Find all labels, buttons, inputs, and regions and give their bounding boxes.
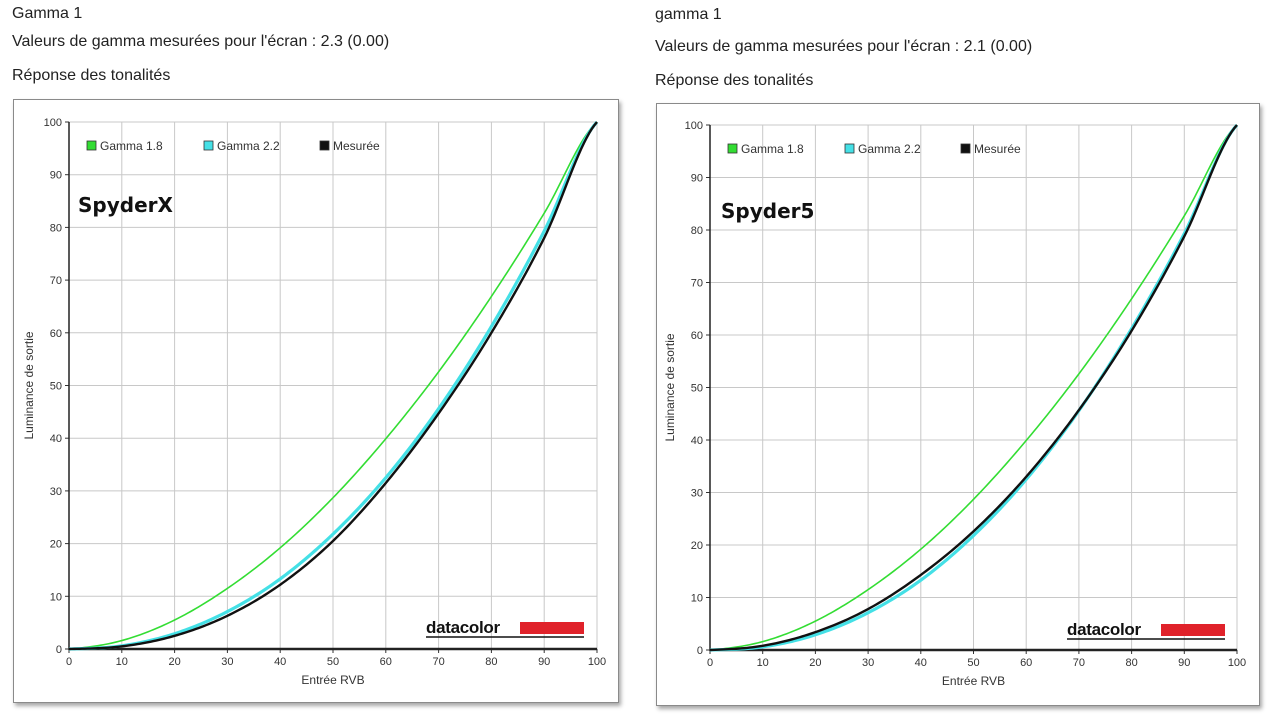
legend-swatch [203,140,214,151]
datacolor-logo-text: datacolor [1067,620,1142,639]
y-tick-label: 80 [50,222,62,234]
x-tick-label: 20 [809,657,821,669]
x-tick-label: 10 [757,657,769,669]
datacolor-logo: datacolor [426,618,584,638]
x-tick-label: 40 [915,657,927,669]
legend-item: Mesurée [319,139,380,153]
panel-title: Gamma 1 [12,5,83,22]
panel-spyderx: Gamma 1 Valeurs de gamma mesurées pour l… [12,5,619,703]
y-tick-label: 60 [50,328,62,340]
legend-item: Gamma 1.8 [86,139,163,153]
measured-gamma-text: Valeurs de gamma mesurées pour l'écran :… [655,38,1033,55]
device-label: Spyder5 [721,199,814,223]
y-tick-label: 10 [50,591,62,603]
y-tick-label: 40 [691,435,703,447]
x-tick-label: 100 [588,656,606,668]
panel-spyder5: gamma 1 Valeurs de gamma mesurées pour l… [640,0,1280,720]
y-tick-label: 0 [697,645,703,657]
legend-item: Gamma 2.2 [203,139,280,153]
x-tick-label: 30 [221,656,233,668]
y-tick-label: 90 [50,170,62,182]
y-tick-label: 100 [685,120,703,132]
x-tick-label: 50 [967,657,979,669]
y-tick-label: 100 [44,117,62,129]
tone-response-chart: 0 10 20 30 40 50 60 70 80 90 100 0 10 20 30 40 50 60 70 80 9… [22,117,606,687]
y-tick-label: 70 [691,278,703,290]
y-tick-label: 20 [50,539,62,551]
y-tick-label: 90 [691,173,703,185]
x-tick-label: 10 [116,656,128,668]
y-tick-label: 50 [691,383,703,395]
y-tick-label: 0 [56,644,62,656]
measured-gamma-text: Valeurs de gamma mesurées pour l'écran :… [12,33,390,50]
datacolor-logo-bar [1161,624,1225,636]
y-tick-label: 70 [50,275,62,287]
x-tick-label: 90 [538,656,550,668]
legend-label: Gamma 2.2 [858,142,921,156]
legend-swatch [319,140,330,151]
x-tick-label: 40 [274,656,286,668]
tone-response-label: Réponse des tonalités [12,67,171,84]
y-tick-label: 30 [50,486,62,498]
y-axis-label: Luminance de sortie [22,331,36,439]
legend-label: Gamma 1.8 [100,139,163,153]
x-tick-label: 60 [380,656,392,668]
legend-item: Gamma 2.2 [844,142,921,156]
x-tick-label: 50 [327,656,339,668]
legend-swatch [86,140,97,151]
x-tick-label: 0 [707,657,713,669]
y-tick-label: 30 [691,488,703,500]
x-axis-label: Entrée RVB [301,673,364,687]
datacolor-logo-text: datacolor [426,618,501,637]
legend-item: Mesurée [960,142,1021,156]
datacolor-logo: datacolor [1067,620,1225,640]
series-line-mesur-e [68,121,598,651]
panel-title: gamma 1 [655,6,722,23]
legend-label: Mesurée [974,142,1021,156]
x-tick-label: 30 [862,657,874,669]
y-axis-label: Luminance de sortie [663,333,677,441]
legend-item: Gamma 1.8 [727,142,804,156]
x-tick-label: 0 [66,656,72,668]
x-tick-label: 80 [1125,657,1137,669]
y-tick-label: 20 [691,540,703,552]
series-line-mesur-e [709,124,1238,652]
legend-swatch [727,143,738,154]
y-tick-label: 80 [691,225,703,237]
y-tick-label: 50 [50,381,62,393]
datacolor-logo-bar [520,622,584,634]
x-tick-label: 90 [1178,657,1190,669]
legend-label: Mesurée [333,139,380,153]
chart-frame: 0 10 20 30 40 50 60 70 80 90 100 0 10 20 30 40 50 60 70 80 9… [13,99,619,703]
series-line-gamma-1-8 [709,124,1238,651]
x-tick-label: 100 [1228,657,1246,669]
legend-label: Gamma 2.2 [217,139,280,153]
x-tick-label: 70 [432,656,444,668]
legend-swatch [844,143,855,154]
x-axis-label: Entrée RVB [942,674,1005,688]
chart-frame: 0 10 20 30 40 50 60 70 80 90 100 0 10 20 30 40 50 60 70 80 9… [656,103,1260,706]
legend-swatch [960,143,971,154]
y-tick-label: 40 [50,433,62,445]
tone-response-label: Réponse des tonalités [655,72,814,89]
series-line-gamma-2-2 [709,123,1239,652]
series-line-gamma-2-2 [68,120,599,651]
x-tick-label: 70 [1073,657,1085,669]
y-tick-label: 60 [691,330,703,342]
device-label: SpyderX [78,193,174,217]
y-tick-label: 10 [691,593,703,605]
x-tick-label: 20 [168,656,180,668]
x-tick-label: 60 [1020,657,1032,669]
series-line-gamma-1-8 [68,121,598,650]
x-tick-label: 80 [485,656,497,668]
tone-response-chart: 0 10 20 30 40 50 60 70 80 90 100 0 10 20 30 40 50 60 70 80 9… [663,120,1246,688]
legend-label: Gamma 1.8 [741,142,804,156]
